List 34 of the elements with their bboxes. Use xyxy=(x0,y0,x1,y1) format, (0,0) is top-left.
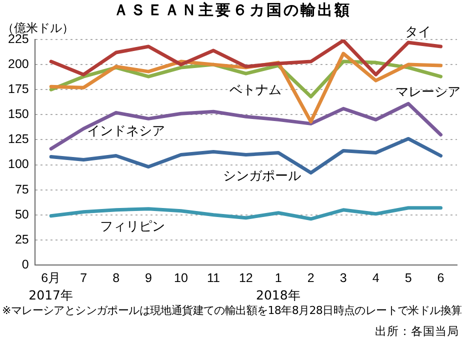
x-tick-label: 3 xyxy=(340,270,347,285)
series-label: フィリピン xyxy=(100,219,165,234)
x-tick-label: 10 xyxy=(174,270,188,285)
series-label: インドネシア xyxy=(86,124,165,140)
series-label: シンガポール xyxy=(223,169,302,184)
x-tick-label: 6 xyxy=(437,270,444,285)
y-tick-label: 0 xyxy=(22,257,29,272)
text: 2017年 xyxy=(28,288,74,302)
y-tick-label: 125 xyxy=(8,132,29,146)
y-tick-label: 175 xyxy=(8,82,29,96)
y-tick-label: 25 xyxy=(14,232,29,246)
y-tick-label: 75 xyxy=(14,182,29,196)
x-tick-label: 6月 xyxy=(41,270,62,285)
text: ※マレーシアとシンガポールは現地通貨建ての輸出額を18年8月28日時点のレートで米ドル換算 xyxy=(2,304,463,318)
x-tick-label: 7 xyxy=(80,270,88,285)
chart-title: ＡＳＥＡＮ主要６カ国の輸出額 xyxy=(112,0,352,20)
y-tick-label: 100 xyxy=(8,157,29,172)
series-label: ベトナム xyxy=(230,82,282,98)
y-axis-title: （億米ドル） xyxy=(2,20,74,35)
y-tick-label: 150 xyxy=(8,107,29,122)
text: 出所：各国当局 xyxy=(375,324,459,339)
series-label: タイ xyxy=(405,24,432,40)
y-tick-label: 200 xyxy=(8,57,29,72)
x-tick-label: 4 xyxy=(372,270,380,285)
x-tick-label: 1 xyxy=(274,270,282,285)
x-tick-label: 5 xyxy=(404,270,412,285)
series-label: マレーシア xyxy=(395,84,460,100)
x-tick-label: 2 xyxy=(307,270,314,285)
text: 2018年 xyxy=(256,288,301,302)
x-tick-label: 8 xyxy=(112,270,120,285)
y-tick-label: 50 xyxy=(14,207,29,222)
x-tick-label: 12 xyxy=(238,270,253,285)
x-tick-label: 11 xyxy=(206,270,220,285)
x-tick-label: 9 xyxy=(145,270,152,285)
